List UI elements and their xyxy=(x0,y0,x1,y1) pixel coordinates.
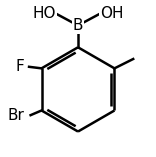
Text: F: F xyxy=(16,59,24,74)
Text: OH: OH xyxy=(100,6,123,21)
Text: Br: Br xyxy=(7,108,24,123)
Text: HO: HO xyxy=(33,6,56,21)
Text: B: B xyxy=(73,18,83,33)
